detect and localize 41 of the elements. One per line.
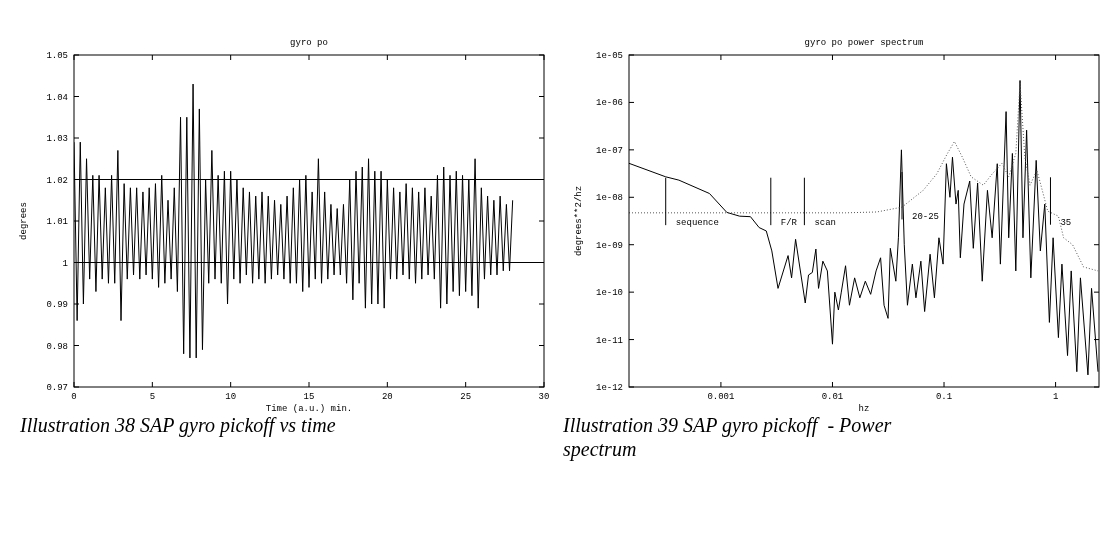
y-tick-label: 1e-11 bbox=[595, 335, 623, 346]
x-tick-label: 10 bbox=[225, 392, 237, 402]
y-tick-label: 1e-07 bbox=[595, 145, 623, 156]
y-tick-label: 0.97 bbox=[46, 383, 68, 393]
text: Illustration 39 SAP gyro pickoff - Power spectrum bbox=[563, 413, 893, 461]
y-tick-label: 1.03 bbox=[46, 134, 68, 144]
x-tick-label: 0.001 bbox=[707, 392, 735, 402]
y-tick-label: 1e-09 bbox=[595, 240, 623, 251]
annotation: 20-25 bbox=[912, 212, 940, 223]
y-tick-label: 1.02 bbox=[46, 175, 68, 186]
x-axis-title: Time (a.u.) min. bbox=[265, 404, 353, 414]
y-tick-label: 1e-10 bbox=[595, 288, 623, 299]
y-tick-label: 1e-05 bbox=[595, 51, 623, 61]
chart-title: gyro po power spectrum bbox=[804, 38, 924, 48]
chart-title: gyro po bbox=[290, 38, 328, 48]
y-tick-label: 1.05 bbox=[46, 51, 68, 61]
x-tick-label: 30 bbox=[538, 392, 550, 402]
x-tick-label: 0.1 bbox=[935, 392, 953, 402]
y-axis-title: degrees**2/hz bbox=[574, 185, 584, 257]
x-tick-label: 0.01 bbox=[821, 392, 844, 402]
y-tick-label: 0.98 bbox=[46, 341, 68, 352]
text: Illustration 38 SAP gyro pickoff vs time bbox=[20, 413, 337, 437]
x-tick-label: 25 bbox=[460, 392, 472, 402]
x-axis-title: hz bbox=[858, 404, 870, 414]
y-tick-label: 1e-06 bbox=[595, 98, 623, 109]
y-tick-label: 1e-08 bbox=[595, 193, 623, 204]
annotation: sequence bbox=[675, 218, 719, 229]
annotation: scan bbox=[814, 218, 836, 229]
annotation: 35 bbox=[1060, 217, 1072, 228]
y-tick-label: 1 bbox=[62, 258, 68, 269]
x-tick-label: 0 bbox=[71, 392, 77, 402]
y-axis-title: degrees bbox=[19, 202, 29, 240]
x-tick-label: 5 bbox=[149, 392, 156, 402]
y-tick-label: 1.01 bbox=[46, 217, 68, 227]
y-tick-label: 1.04 bbox=[46, 92, 68, 103]
x-tick-label: 1 bbox=[1052, 392, 1059, 402]
x-tick-label: 20 bbox=[381, 392, 393, 402]
annotation: F/R bbox=[780, 218, 798, 229]
x-tick-label: 15 bbox=[303, 392, 315, 402]
y-tick-label: 0.99 bbox=[46, 300, 68, 310]
y-tick-label: 1e-12 bbox=[595, 383, 623, 393]
